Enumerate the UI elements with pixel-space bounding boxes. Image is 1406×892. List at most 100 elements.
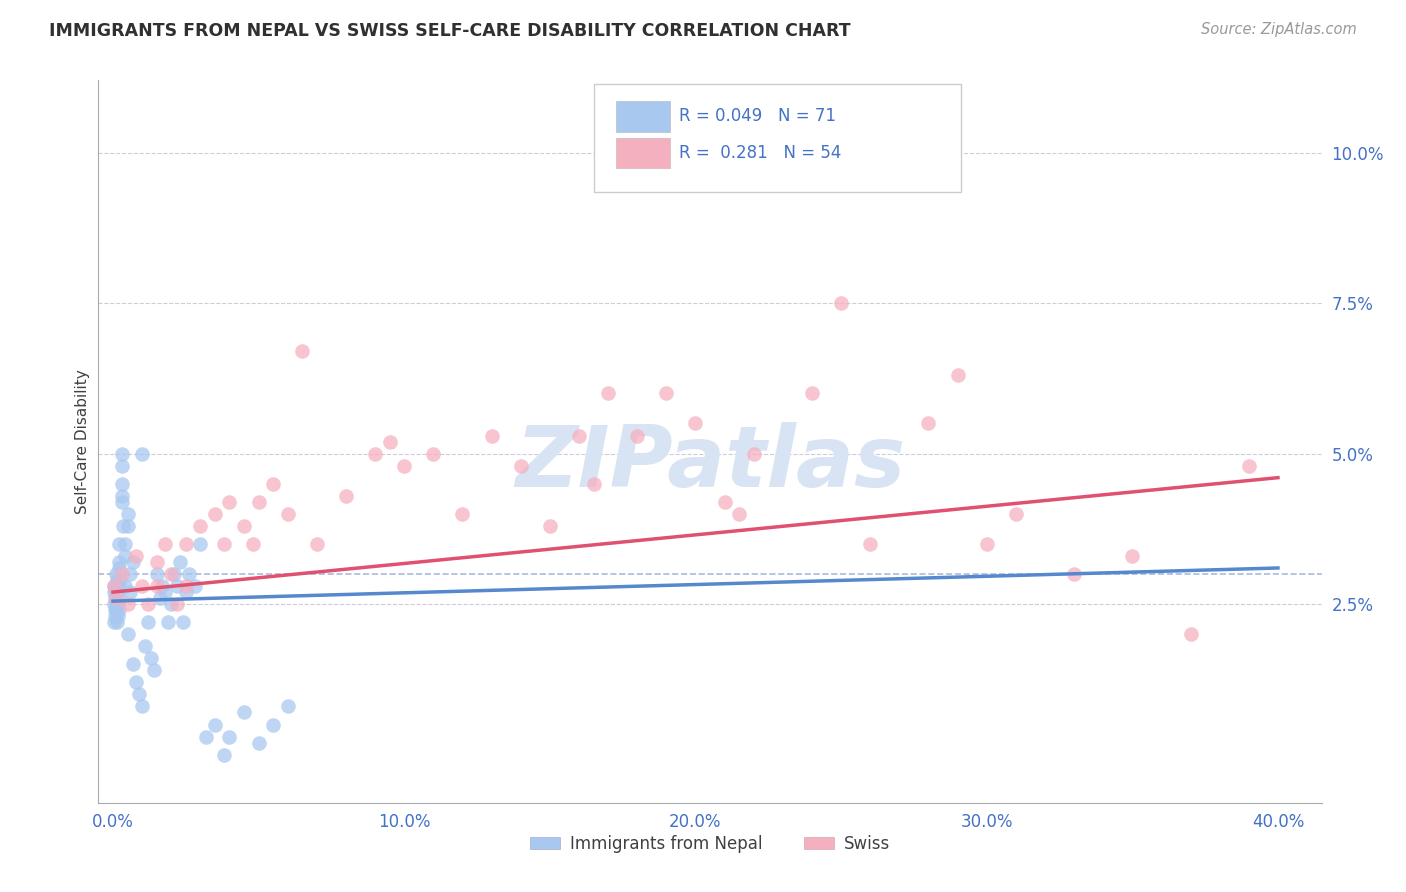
Point xyxy=(152,579,174,593)
Text: R = 0.049   N = 71: R = 0.049 N = 71 xyxy=(679,107,837,126)
Point xyxy=(218,494,240,508)
Point xyxy=(166,579,188,593)
Point xyxy=(233,706,256,720)
Point xyxy=(122,555,145,569)
Point xyxy=(114,579,136,593)
Point xyxy=(104,591,127,606)
Point xyxy=(117,507,139,521)
Point xyxy=(218,730,240,744)
Point xyxy=(481,428,503,442)
FancyBboxPatch shape xyxy=(593,84,960,193)
Point xyxy=(305,537,328,551)
Point xyxy=(111,489,134,503)
Point xyxy=(169,555,191,569)
Point xyxy=(422,446,444,460)
Point xyxy=(160,567,183,582)
Point xyxy=(108,591,131,606)
Text: R =  0.281   N = 54: R = 0.281 N = 54 xyxy=(679,145,842,162)
Point xyxy=(160,597,183,611)
Point xyxy=(108,537,131,551)
Point xyxy=(104,597,127,611)
Point xyxy=(104,585,127,599)
Point xyxy=(111,476,134,491)
Point xyxy=(394,458,416,473)
Point xyxy=(509,458,531,473)
Point xyxy=(104,591,127,606)
Point xyxy=(177,567,200,582)
Point xyxy=(103,615,125,630)
Point xyxy=(174,585,197,599)
Point xyxy=(131,579,153,593)
Text: ZIPatlas: ZIPatlas xyxy=(515,422,905,505)
Text: Source: ZipAtlas.com: Source: ZipAtlas.com xyxy=(1201,22,1357,37)
Point xyxy=(103,597,125,611)
Point xyxy=(277,507,299,521)
Point xyxy=(976,537,998,551)
Point xyxy=(131,446,153,460)
Point xyxy=(136,597,159,611)
Point xyxy=(120,585,142,599)
Point xyxy=(262,476,284,491)
Point xyxy=(108,579,131,593)
Point xyxy=(111,446,134,460)
Point xyxy=(104,603,127,617)
Point xyxy=(1237,458,1260,473)
Point xyxy=(155,585,177,599)
Point xyxy=(212,537,235,551)
Point xyxy=(378,434,401,449)
Point xyxy=(247,735,270,749)
Point xyxy=(538,518,561,533)
Point xyxy=(108,555,131,569)
Point xyxy=(145,579,167,593)
Point xyxy=(105,567,128,582)
Point xyxy=(104,591,127,606)
Point xyxy=(364,446,387,460)
Point xyxy=(145,567,167,582)
Point xyxy=(108,603,131,617)
Point xyxy=(626,428,648,442)
Point xyxy=(104,603,127,617)
FancyBboxPatch shape xyxy=(616,101,669,132)
Point xyxy=(174,537,197,551)
Point xyxy=(262,717,284,731)
Point xyxy=(111,494,134,508)
Point xyxy=(104,609,127,624)
Legend: Immigrants from Nepal, Swiss: Immigrants from Nepal, Swiss xyxy=(523,828,897,860)
Point xyxy=(188,537,212,551)
Point xyxy=(204,507,226,521)
Point xyxy=(233,518,256,533)
Y-axis label: Self-Care Disability: Self-Care Disability xyxy=(75,369,90,514)
Point xyxy=(107,609,129,624)
Point xyxy=(125,675,148,690)
Point xyxy=(131,699,153,714)
Point xyxy=(174,579,197,593)
Point xyxy=(128,687,150,701)
Point xyxy=(1180,627,1202,641)
Point xyxy=(163,567,186,582)
Point xyxy=(1121,549,1143,563)
Point xyxy=(103,579,125,593)
Point xyxy=(212,747,235,762)
Point xyxy=(110,573,132,587)
Point xyxy=(801,386,824,401)
Point xyxy=(195,730,218,744)
Point xyxy=(104,579,127,593)
Point xyxy=(859,537,882,551)
Point xyxy=(830,296,852,310)
Point xyxy=(157,615,180,630)
Point xyxy=(117,518,139,533)
Point xyxy=(728,507,751,521)
Point xyxy=(568,428,591,442)
Point xyxy=(1063,567,1085,582)
Point xyxy=(917,417,939,431)
Point xyxy=(114,537,136,551)
Point xyxy=(582,476,605,491)
Point xyxy=(114,549,136,563)
Point xyxy=(112,518,135,533)
Point xyxy=(742,446,765,460)
Point xyxy=(105,573,128,587)
Point xyxy=(655,386,678,401)
Point xyxy=(134,639,156,653)
Point xyxy=(105,585,128,599)
Point xyxy=(451,507,474,521)
